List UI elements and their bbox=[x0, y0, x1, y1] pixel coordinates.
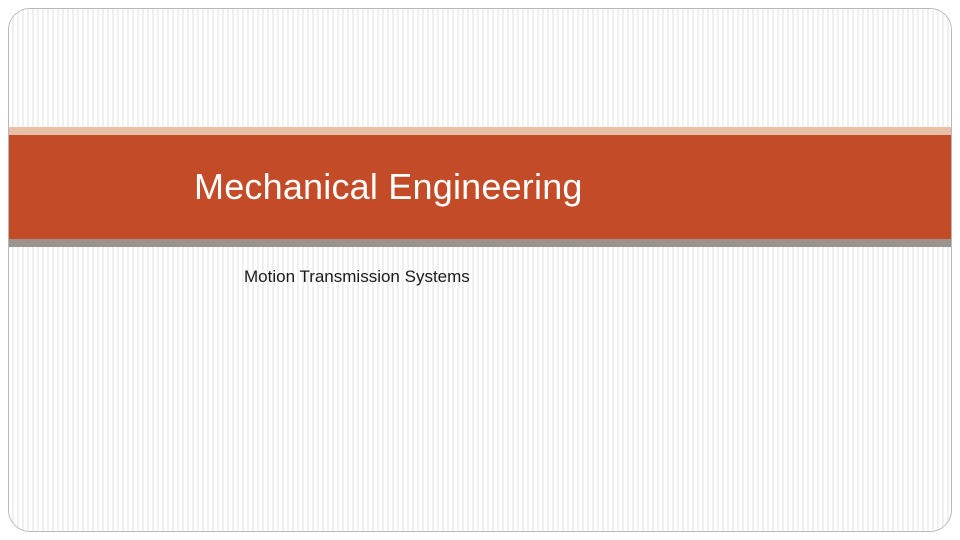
subtitle-area: Motion Transmission Systems bbox=[9, 267, 951, 287]
title-band-main: Mechanical Engineering bbox=[9, 135, 951, 239]
slide-frame: Mechanical Engineering Motion Transmissi… bbox=[8, 8, 952, 532]
title-band-bottom-accent bbox=[9, 239, 951, 247]
slide-title: Mechanical Engineering bbox=[194, 166, 583, 208]
slide-subtitle: Motion Transmission Systems bbox=[244, 267, 951, 287]
title-band: Mechanical Engineering bbox=[9, 127, 951, 247]
title-band-top-accent bbox=[9, 127, 951, 135]
